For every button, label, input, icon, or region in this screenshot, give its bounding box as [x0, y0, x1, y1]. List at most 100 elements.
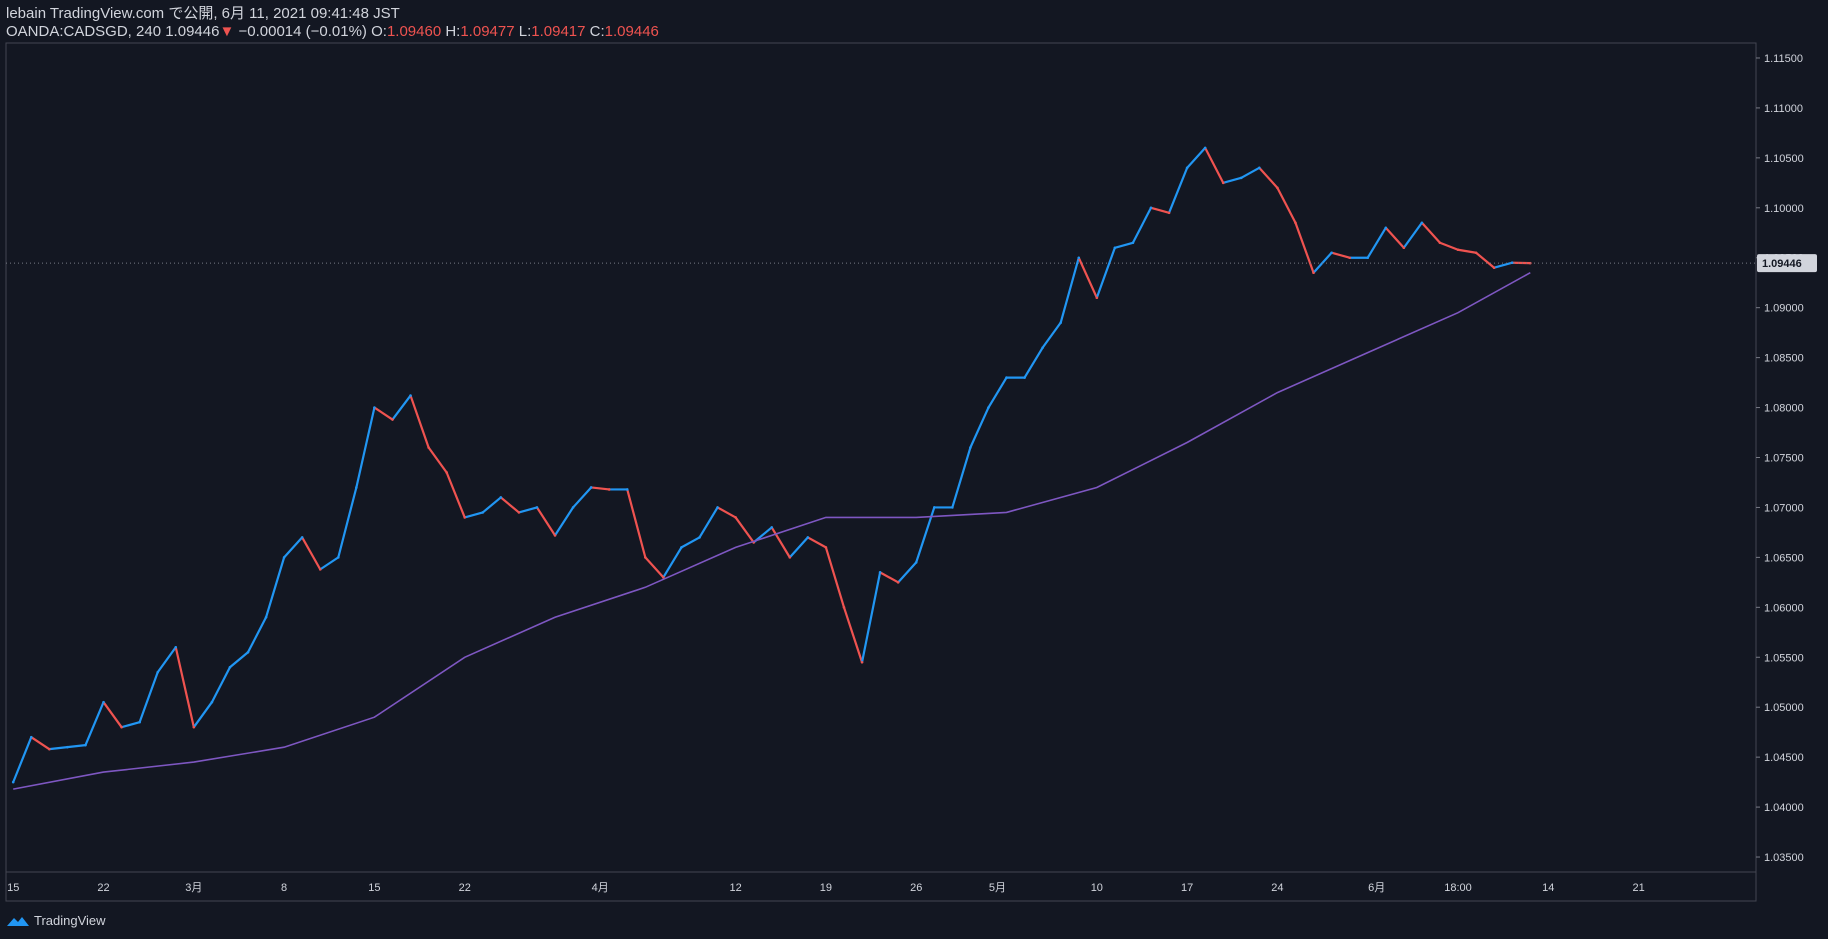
price-point: [29, 735, 33, 739]
price-point: [987, 406, 990, 409]
price-segment: [788, 536, 809, 559]
brand[interactable]: TradingView: [6, 913, 106, 928]
open-label: O:: [371, 23, 387, 40]
last-price-marker: 1.09446: [6, 254, 1817, 273]
price-segment: [337, 486, 358, 559]
price-point: [644, 556, 647, 559]
price-segment: [481, 496, 502, 514]
open-value: 1.09460: [386, 23, 442, 40]
price-segment: [716, 506, 737, 519]
price-segment: [824, 546, 846, 609]
price-segment: [228, 651, 250, 669]
high-label: H:: [445, 23, 461, 40]
price-point: [1023, 376, 1026, 379]
price-segment: [1330, 251, 1351, 259]
price-tick-label: 1.06500: [1764, 552, 1804, 564]
price-segment: [1041, 321, 1062, 349]
price-point: [11, 780, 15, 784]
price-segment: [1366, 226, 1387, 259]
price-point: [156, 670, 160, 674]
price-tick-label: 1.04000: [1764, 802, 1804, 814]
price-segment: [264, 556, 286, 619]
price-segment: [283, 536, 304, 559]
price-segment: [842, 606, 864, 664]
low-label: L:: [518, 23, 532, 40]
price-segment: [1240, 166, 1261, 179]
price-axis[interactable]: 1.115001.110001.105001.100001.095001.090…: [1756, 53, 1804, 864]
price-segment: [138, 671, 159, 724]
price-point: [770, 526, 774, 529]
series-layer: [11, 146, 1532, 790]
price-segment: [1095, 246, 1116, 299]
price-tick-label: 1.09000: [1764, 303, 1804, 315]
price-point: [300, 536, 304, 539]
price-point: [1366, 256, 1370, 260]
price-segment: [1493, 261, 1514, 269]
price-point: [138, 720, 141, 724]
price-point: [84, 743, 87, 747]
price-segment: [102, 701, 123, 729]
price-tick-label: 1.11500: [1764, 53, 1803, 65]
price-point: [553, 534, 557, 537]
time-tick-label: 8: [281, 882, 287, 894]
price-point: [481, 511, 485, 514]
price-segment: [590, 486, 611, 491]
price-segment: [30, 736, 51, 751]
price-point: [337, 556, 340, 559]
time-tick-label: 17: [1181, 882, 1193, 894]
price-point: [860, 660, 864, 664]
price-tick-label: 1.05000: [1764, 702, 1804, 714]
price-segment: [878, 571, 900, 584]
price-point: [1149, 206, 1153, 210]
time-axis[interactable]: 15 22 3月 8 15 22 4月 12 19 26 5月 10 17 24 6月 18:00 14 21: [7, 882, 1645, 894]
close-label: C:: [589, 23, 605, 40]
price-segment: [915, 506, 936, 564]
price-point: [1059, 321, 1062, 324]
price-segment: [48, 746, 69, 751]
price-segment: [1294, 221, 1315, 274]
price-point: [951, 506, 954, 509]
price-segment: [373, 406, 394, 421]
price-segment: [806, 536, 828, 549]
price-segment: [66, 744, 87, 749]
price-point: [1185, 166, 1189, 170]
price-segment: [1131, 206, 1153, 244]
time-tick-label: 21: [1632, 882, 1644, 894]
last-price-box: [1757, 254, 1817, 273]
price-point: [1438, 241, 1442, 245]
price-segment: [1258, 166, 1279, 189]
price-point: [1294, 221, 1297, 225]
price-segment: [1402, 221, 1423, 249]
publish-info: lebain TradingView.com で公開, 6月 11, 2021 …: [6, 5, 400, 22]
price-tick-label: 1.11000: [1764, 103, 1803, 115]
moving-average-line: [13, 272, 1531, 790]
time-tick-label: 24: [1271, 882, 1283, 894]
price-point: [1005, 376, 1008, 379]
price-point: [1203, 146, 1207, 150]
symbol-label[interactable]: OANDA:CADSGD, 240: [6, 23, 162, 40]
price-segment: [897, 561, 918, 584]
time-tick-label: 14: [1542, 882, 1554, 894]
down-arrow-icon: ▼: [219, 23, 235, 40]
price-segment: [210, 666, 232, 704]
price-point: [824, 546, 828, 549]
price-point: [607, 488, 611, 491]
price-segment: [1113, 241, 1135, 249]
price-point: [698, 536, 701, 539]
price-tick-label: 1.10500: [1764, 153, 1804, 165]
price-point: [391, 418, 394, 421]
time-tick-label: 26: [910, 882, 922, 894]
price-tick-label: 1.10000: [1764, 203, 1804, 215]
price-point: [1167, 211, 1171, 215]
time-tick-label: 15: [7, 882, 19, 894]
price-segment: [12, 736, 33, 784]
price-point: [842, 606, 846, 609]
price-segment: [156, 646, 177, 674]
price-point: [571, 506, 575, 509]
price-segment: [571, 486, 593, 509]
price-point: [1221, 181, 1225, 185]
time-tick-label: 5月: [989, 882, 1006, 894]
price-segment: [644, 556, 665, 579]
price-point: [517, 511, 521, 514]
